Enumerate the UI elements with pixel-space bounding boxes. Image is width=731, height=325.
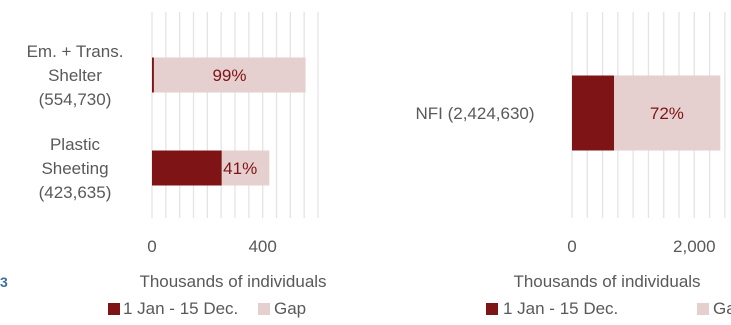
chart1-bar-gap (153, 57, 306, 93)
chart2-legend-label: 1 Jan - 15 Dec. (503, 299, 618, 318)
chart2-x-tick-label: 2,000 (673, 237, 716, 256)
chart1-legend-swatch (258, 303, 270, 315)
chart1-x-tick-label: 0 (147, 237, 156, 256)
chart1-legend-label: Gap (274, 299, 306, 318)
chart2-bar-covered (572, 75, 614, 151)
chart2-legend-swatch (697, 303, 709, 315)
chart1-legend-label: 1 Jan - 15 Dec. (123, 299, 238, 318)
chart1-bar-gap (221, 150, 270, 186)
chart1-category-label: Shelter (48, 66, 102, 85)
left-margin-text: 3 (0, 274, 8, 290)
chart2-legend-swatch (486, 303, 498, 315)
chart2-bar-gap (613, 75, 721, 151)
chart2-x-axis-label: Thousands of individuals (513, 272, 700, 291)
chart2-category-label: NFI (2,424,630) (415, 104, 534, 123)
chart1-category-label: Em. + Trans. (27, 42, 124, 61)
chart1-category-label: Sheeting (41, 159, 108, 178)
chart1-bar-covered (152, 150, 222, 186)
chart2-x-tick-label: 0 (567, 237, 576, 256)
chart1-legend-swatch (108, 303, 120, 315)
chart1-x-axis-label: Thousands of individuals (139, 272, 326, 291)
chart1-category-label: Plastic (50, 135, 101, 154)
chart1-data-label: 99% (212, 66, 246, 85)
chart1-category-label: (554,730) (39, 90, 112, 109)
chart2-data-label: 72% (650, 104, 684, 123)
chart1-bar-covered (152, 57, 154, 93)
chart1-x-tick-label: 400 (248, 237, 276, 256)
chart1-category-label: (423,635) (39, 183, 112, 202)
chart2-legend-label: Gap (713, 299, 731, 318)
chart1-data-label: 41% (223, 159, 257, 178)
